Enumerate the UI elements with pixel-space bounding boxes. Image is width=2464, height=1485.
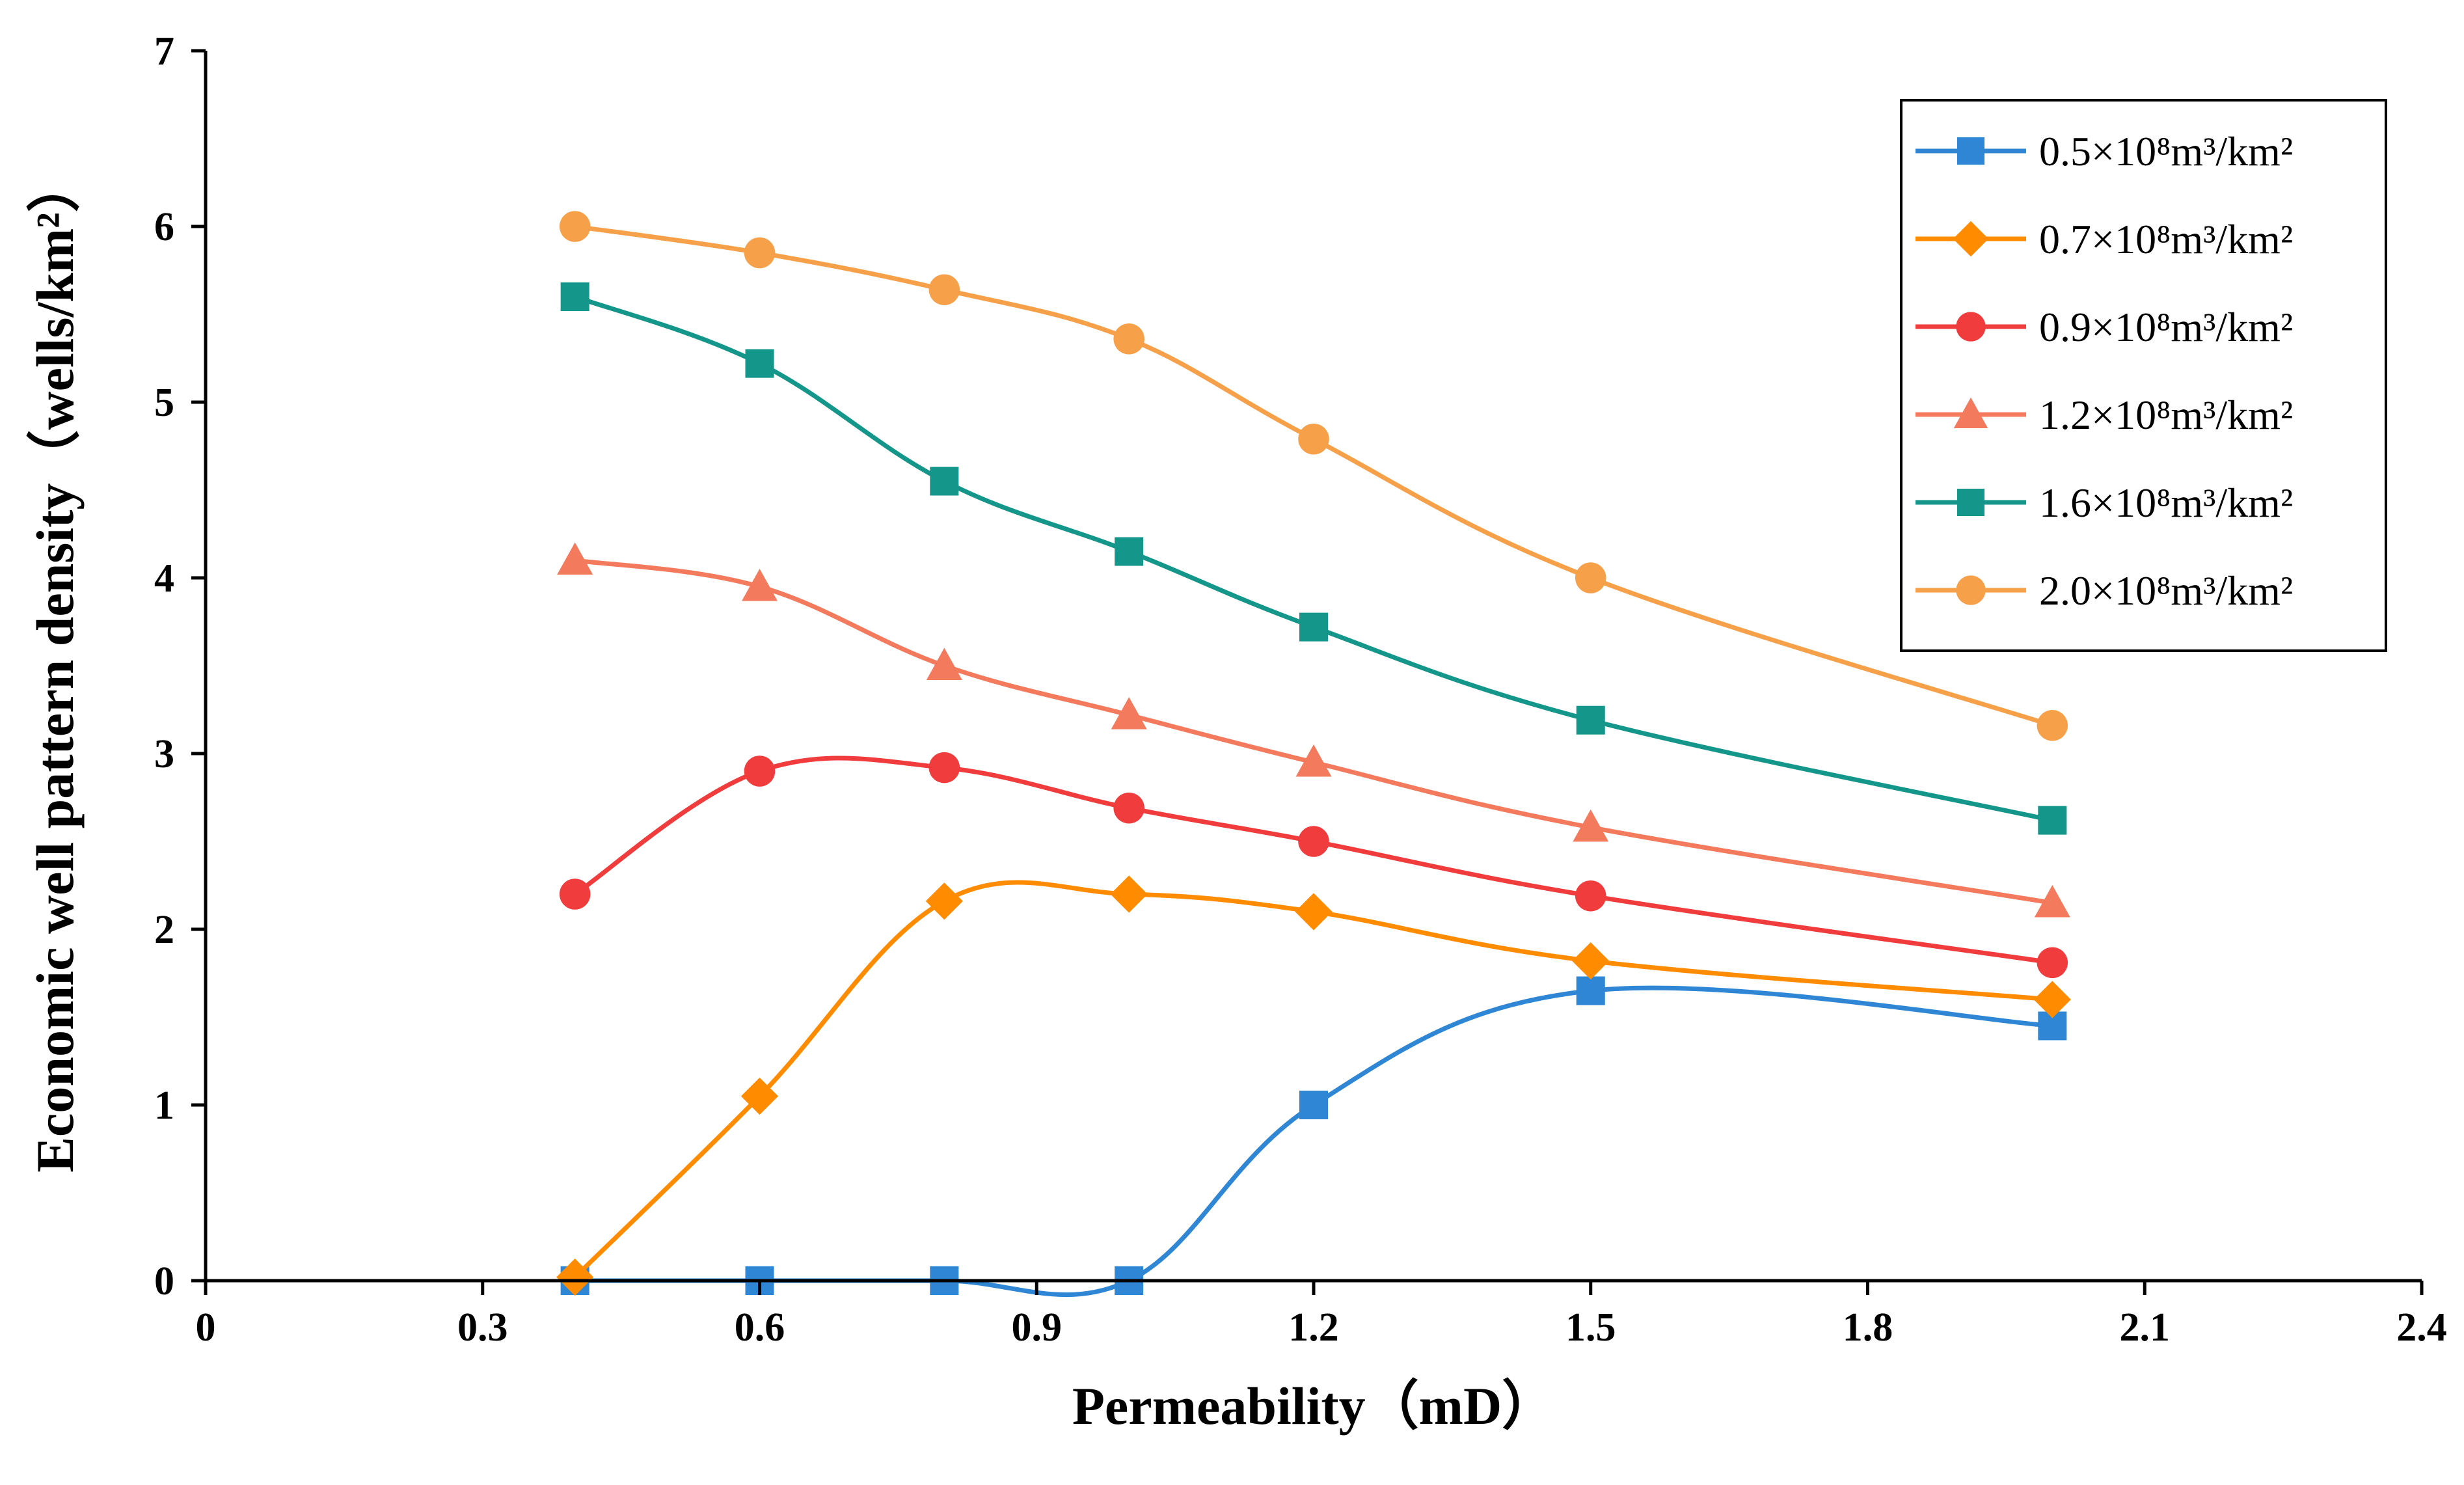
legend-label: 0.9×10⁸m³/km² <box>2039 304 2293 350</box>
legend-item: 1.6×10⁸m³/km² <box>1916 480 2293 526</box>
data-point <box>1299 1091 1328 1119</box>
data-point <box>1299 612 1328 642</box>
series-layer <box>556 211 2071 1298</box>
x-tick-label: 1.2 <box>1288 1305 1339 1350</box>
x-tick-label: 0.6 <box>735 1305 785 1350</box>
data-point <box>2038 806 2067 835</box>
x-tick-label: 0.9 <box>1012 1305 1063 1350</box>
legend-label: 0.7×10⁸m³/km² <box>2039 216 2293 262</box>
data-point <box>925 882 963 920</box>
data-point <box>1575 562 1606 593</box>
data-point <box>1295 893 1333 931</box>
series-line <box>575 224 2053 728</box>
legend-box <box>1900 99 2387 652</box>
x-tick-label: 2.4 <box>2396 1305 2447 1350</box>
data-point <box>1113 323 1144 355</box>
y-tick-label: 5 <box>154 381 174 425</box>
legend-item: 2.0×10⁸m³/km² <box>1916 567 2293 614</box>
y-tick-label: 1 <box>154 1083 174 1128</box>
x-tick-label: 1.5 <box>1565 1305 1616 1350</box>
series-6 <box>559 211 2068 741</box>
data-point <box>742 569 778 601</box>
data-point <box>1110 875 1148 913</box>
series-line <box>574 294 2053 823</box>
legend-label: 2.0×10⁸m³/km² <box>2039 567 2293 614</box>
y-tick-label: 2 <box>154 908 174 952</box>
data-point <box>745 349 774 378</box>
legend-marker <box>1956 312 1986 342</box>
data-point <box>2033 981 2071 1018</box>
legend-marker <box>1957 137 1984 165</box>
data-point <box>930 467 959 496</box>
x-axis-title: Permeability（mD） <box>1072 1376 1555 1436</box>
data-point <box>2037 947 2068 979</box>
data-point <box>1113 792 1144 824</box>
legend-marker <box>1953 221 1989 257</box>
x-tick-label: 0 <box>196 1305 216 1350</box>
data-point <box>2034 885 2070 918</box>
series-line <box>573 880 2053 1279</box>
data-point <box>560 282 589 311</box>
legend-label: 0.5×10⁸m³/km² <box>2039 128 2293 174</box>
x-ticks: 0 0.3 0.6 0.9 1.2 1.5 1.8 2.1 2.4 <box>196 1281 2447 1350</box>
y-tick-label: 6 <box>154 205 174 249</box>
legend-label: 1.6×10⁸m³/km² <box>2039 480 2293 526</box>
legend-label: 1.2×10⁸m³/km² <box>2039 392 2293 438</box>
data-point <box>1576 976 1605 1005</box>
series-line <box>573 756 2053 965</box>
data-point <box>559 879 591 910</box>
data-point <box>1298 826 1329 857</box>
series-2 <box>556 875 2071 1296</box>
data-point <box>1572 942 1610 980</box>
data-point <box>1115 537 1144 566</box>
data-point <box>2037 710 2068 741</box>
data-point <box>1111 697 1147 729</box>
legend-item: 0.5×10⁸m³/km² <box>1916 128 2293 174</box>
data-point <box>744 237 776 269</box>
y-tick-label: 0 <box>154 1259 174 1303</box>
data-point <box>559 211 591 242</box>
series-1 <box>560 976 2067 1298</box>
data-point <box>926 647 962 680</box>
data-point <box>557 542 593 575</box>
series-line <box>575 985 2053 1298</box>
data-point <box>1298 423 1329 455</box>
data-point <box>1575 880 1606 912</box>
x-tick-label: 0.3 <box>457 1305 508 1350</box>
x-tick-label: 1.8 <box>1843 1305 1893 1350</box>
data-point <box>1295 744 1332 777</box>
data-point <box>1573 809 1609 842</box>
y-axis-title: Economic well pattern density（wells/km²） <box>25 159 85 1172</box>
y-ticks: 0 1 2 3 4 5 6 7 <box>154 29 206 1303</box>
series-4 <box>557 542 2070 918</box>
legend: 0.5×10⁸m³/km² 0.7×10⁸m³/km² 0.9×10⁸m³/km² 1… <box>1900 99 2387 652</box>
legend-item: 1.2×10⁸m³/km² <box>1916 392 2293 438</box>
y-tick-label: 4 <box>154 556 174 601</box>
data-point <box>928 274 960 305</box>
data-point <box>928 752 960 783</box>
x-tick-label: 2.1 <box>2120 1305 2171 1350</box>
data-point <box>740 1077 779 1115</box>
series-5 <box>560 282 2067 835</box>
legend-marker <box>1957 489 1984 516</box>
data-point <box>1576 705 1605 735</box>
legend-marker <box>1953 397 1988 428</box>
data-point <box>744 756 776 787</box>
y-tick-label: 3 <box>154 732 174 776</box>
series-line <box>575 558 2053 905</box>
legend-item: 0.7×10⁸m³/km² <box>1916 216 2293 262</box>
legend-marker <box>1956 575 1986 605</box>
series-3 <box>559 752 2068 979</box>
axes: 0 0.3 0.6 0.9 1.2 1.5 1.8 2.1 2.4 0 1 2 3 4 5 6 7 <box>154 29 2447 1350</box>
legend-item: 0.9×10⁸m³/km² <box>1916 304 2293 350</box>
data-point <box>556 1259 594 1296</box>
y-tick-label: 7 <box>154 29 174 74</box>
